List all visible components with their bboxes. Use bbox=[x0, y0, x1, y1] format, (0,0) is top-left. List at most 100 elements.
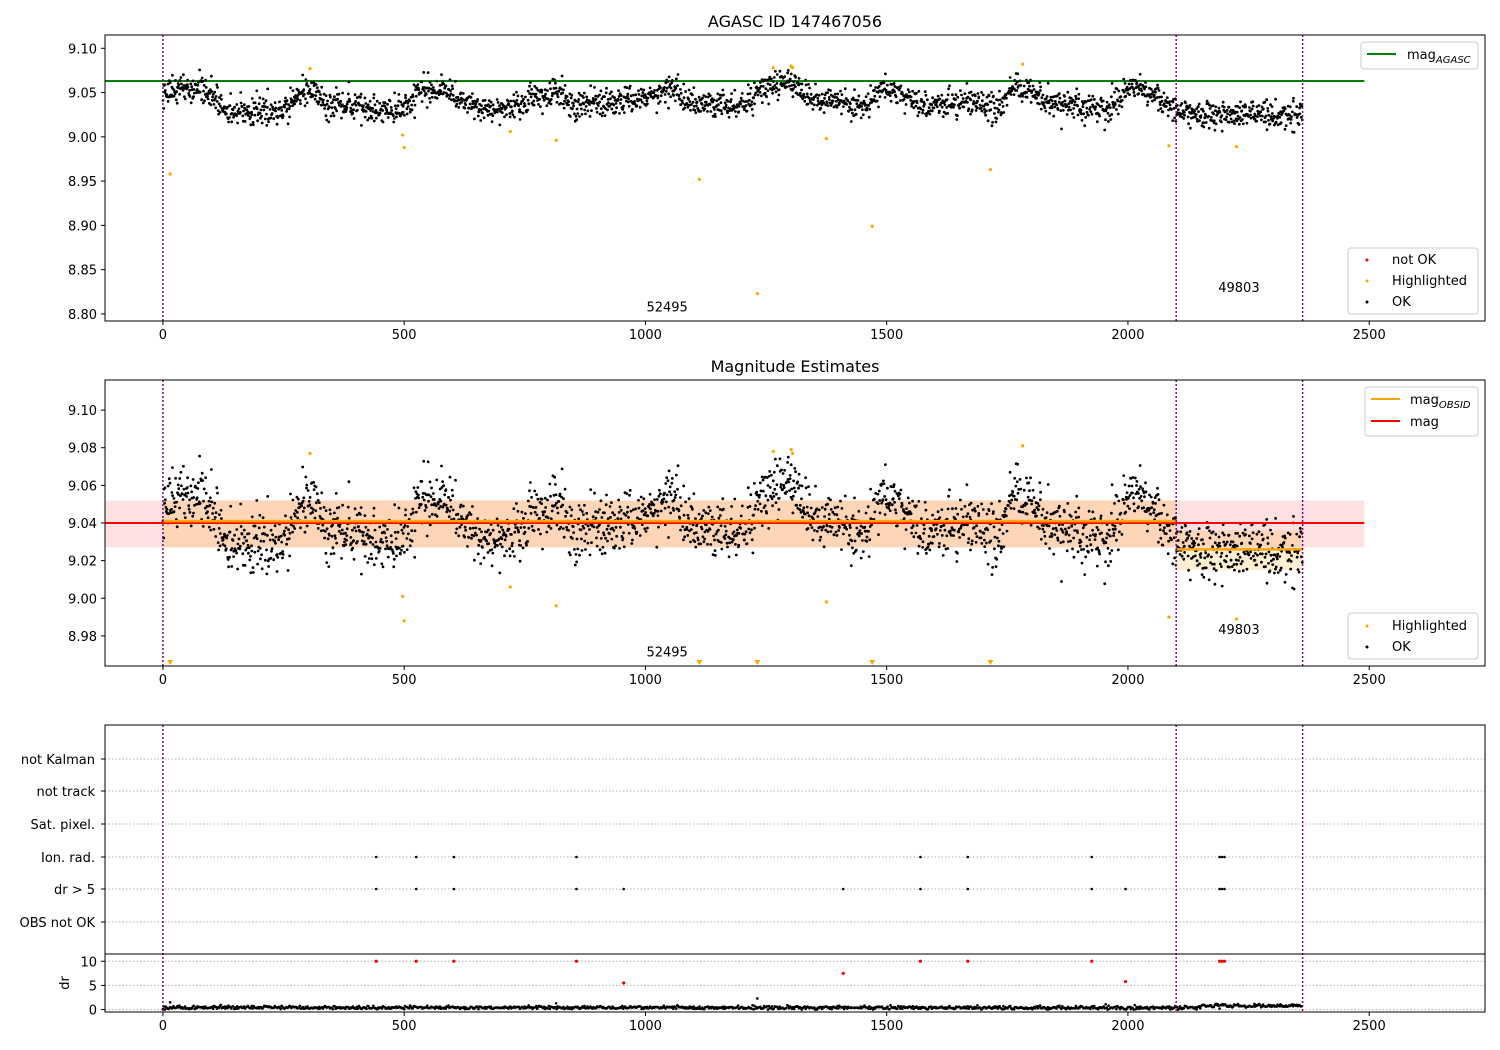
ok-point bbox=[1037, 91, 1041, 95]
ok-point bbox=[1266, 109, 1270, 113]
ok-point bbox=[1091, 528, 1094, 532]
ok-point bbox=[420, 100, 424, 103]
dr-ok-point bbox=[183, 1005, 187, 1008]
ok-point bbox=[720, 547, 724, 551]
ok-point bbox=[767, 475, 771, 478]
ok-point bbox=[682, 82, 686, 86]
ok-point bbox=[573, 548, 576, 551]
ok-point bbox=[333, 95, 336, 99]
ok-point bbox=[354, 103, 358, 107]
ok-point bbox=[840, 112, 843, 116]
ok-point bbox=[599, 499, 603, 503]
ok-point bbox=[813, 511, 817, 515]
ok-point bbox=[908, 90, 911, 94]
flag-point bbox=[919, 855, 922, 859]
ok-point bbox=[1149, 87, 1153, 91]
ok-point bbox=[789, 72, 793, 76]
ok-point bbox=[876, 492, 880, 496]
y-tick-label: 8.98 bbox=[68, 630, 97, 645]
ok-point bbox=[617, 511, 621, 514]
ok-point bbox=[1084, 555, 1088, 559]
ok-point bbox=[940, 93, 944, 97]
ok-point bbox=[1266, 107, 1270, 110]
ok-point bbox=[753, 81, 756, 85]
dr-ok-point bbox=[234, 1007, 238, 1010]
ok-point bbox=[555, 100, 559, 104]
ok-point bbox=[543, 496, 547, 500]
ok-point bbox=[366, 103, 370, 107]
ok-point bbox=[948, 488, 951, 492]
ok-point bbox=[301, 510, 305, 513]
ok-point bbox=[1080, 100, 1084, 103]
ok-point bbox=[930, 529, 933, 533]
ok-point bbox=[778, 457, 782, 461]
ok-point bbox=[474, 526, 478, 530]
ok-point bbox=[663, 491, 666, 495]
ok-point bbox=[690, 103, 693, 106]
ok-point bbox=[206, 516, 210, 520]
highlighted-point bbox=[308, 451, 312, 455]
ok-point bbox=[842, 105, 845, 108]
ok-point bbox=[486, 551, 490, 554]
ok-point bbox=[986, 562, 990, 566]
ok-point bbox=[815, 507, 819, 511]
ok-point bbox=[610, 501, 613, 504]
ok-point bbox=[940, 105, 944, 109]
ok-point bbox=[522, 97, 525, 101]
ok-point bbox=[1250, 537, 1254, 541]
ok-point bbox=[943, 528, 947, 532]
ok-point bbox=[401, 104, 405, 108]
ok-point bbox=[626, 505, 630, 509]
ok-point bbox=[947, 87, 950, 91]
ok-point bbox=[1289, 121, 1293, 125]
ok-point bbox=[333, 534, 337, 538]
ok-point bbox=[179, 494, 182, 498]
ok-point bbox=[976, 92, 980, 95]
ok-point bbox=[1055, 529, 1059, 532]
ok-point bbox=[365, 532, 369, 536]
ok-point bbox=[857, 509, 861, 513]
ok-point bbox=[1218, 110, 1222, 114]
ok-point bbox=[810, 102, 814, 105]
ok-point bbox=[285, 542, 288, 546]
ok-point bbox=[622, 545, 626, 549]
ok-point bbox=[1085, 544, 1089, 548]
ok-point bbox=[400, 528, 404, 532]
ok-point bbox=[938, 97, 942, 101]
ok-point bbox=[1278, 115, 1282, 119]
ok-point bbox=[178, 506, 182, 510]
ok-point bbox=[174, 79, 178, 82]
ok-point bbox=[625, 492, 629, 495]
ok-point bbox=[737, 104, 741, 108]
ok-point bbox=[192, 88, 196, 91]
ok-point bbox=[372, 563, 376, 567]
ok-point bbox=[502, 531, 506, 535]
ok-point bbox=[922, 523, 926, 527]
ok-point bbox=[636, 516, 639, 520]
ok-point bbox=[292, 524, 295, 528]
ok-point bbox=[476, 98, 479, 101]
x-tick-label: 2500 bbox=[1353, 673, 1386, 688]
ok-point bbox=[804, 486, 808, 490]
ok-point bbox=[848, 105, 851, 109]
ok-point bbox=[1011, 490, 1015, 494]
ok-point bbox=[772, 87, 776, 91]
ok-point bbox=[772, 495, 776, 498]
ok-point bbox=[775, 73, 779, 76]
ok-point bbox=[1112, 531, 1116, 535]
ok-point bbox=[1214, 122, 1218, 126]
ok-point bbox=[651, 514, 655, 518]
ok-point bbox=[1019, 84, 1023, 87]
ok-point bbox=[756, 499, 760, 503]
ok-point bbox=[727, 555, 731, 559]
ok-point bbox=[1264, 114, 1268, 118]
ok-point bbox=[1046, 81, 1050, 85]
ok-point bbox=[555, 92, 559, 96]
ok-point bbox=[940, 508, 944, 511]
ok-point bbox=[750, 538, 754, 542]
ok-point bbox=[750, 107, 754, 111]
ok-point bbox=[1274, 565, 1278, 569]
ok-point bbox=[854, 548, 858, 552]
ok-point bbox=[938, 529, 942, 532]
ok-point bbox=[477, 543, 481, 547]
